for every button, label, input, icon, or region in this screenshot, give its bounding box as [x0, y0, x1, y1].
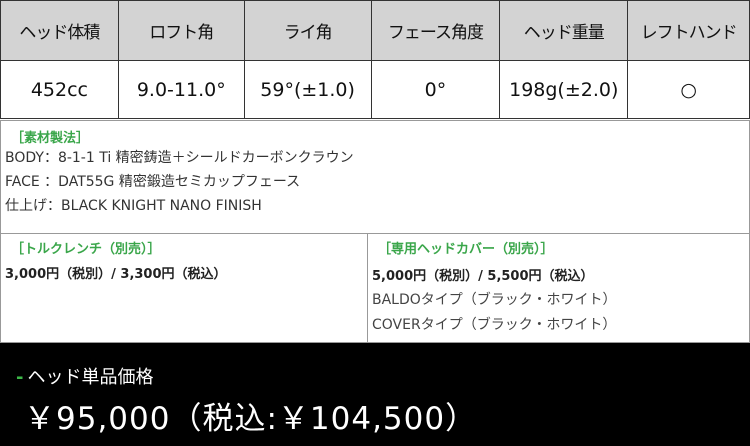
head-cover-type-baldo: BALDOタイプ（ブラック・ホワイト） — [372, 292, 617, 308]
spec-value-row: 452cc 9.0-11.0° 59°(±1.0) 0° 198g(±2.0) … — [0, 60, 750, 119]
torque-wrench-title: ［トルクレンチ（別売）］ — [11, 242, 161, 257]
materials-title: ［素材製法］ — [11, 131, 90, 146]
materials-face: FACE ：DAT55G 精密鍛造セミカップフェース — [5, 174, 301, 190]
head-cover-price: 5,000円（税別）/ 5,500円（税込） — [372, 269, 594, 284]
materials-finish: 仕上げ：BLACK KNIGHT NANO FINISH — [5, 198, 262, 214]
value-head-volume: 452cc — [0, 60, 119, 119]
header-left-hand: レフトハンド — [627, 0, 750, 61]
head-cover-title: ［専用ヘッドカバー（別売）］ — [378, 242, 554, 257]
price-banner: - ヘッド単品価格 ￥95,000（税込:￥104,500） — [0, 343, 750, 446]
header-lie: ライ角 — [243, 0, 372, 61]
header-head-weight: ヘッド重量 — [499, 0, 629, 61]
torque-wrench-price: 3,000円（税別）/ 3,300円（税込） — [5, 267, 227, 282]
price-value: ￥95,000（税込:￥104,500） — [24, 401, 478, 437]
header-loft: ロフト角 — [117, 0, 245, 61]
price-marker: - — [16, 367, 24, 388]
materials-body: BODY：8-1-1 Ti 精密鋳造＋シールドカーボンクラウン — [5, 150, 354, 166]
head-cover-type-cover: COVERタイプ（ブラック・ホワイト） — [372, 317, 617, 333]
price-title: - ヘッド単品価格 — [16, 363, 153, 389]
value-lie: 59°(±1.0) — [243, 60, 372, 119]
spec-table: ヘッド体積 ロフト角 ライ角 フェース角度 ヘッド重量 レフトハンド 452cc… — [0, 0, 750, 119]
materials-section: ［素材製法］ BODY：8-1-1 Ti 精密鋳造＋シールドカーボンクラウン F… — [0, 120, 750, 234]
header-face-angle: フェース角度 — [370, 0, 501, 61]
value-face-angle: 0° — [370, 60, 501, 119]
spec-header-row: ヘッド体積 ロフト角 ライ角 フェース角度 ヘッド重量 レフトハンド — [0, 0, 750, 61]
price-label: ヘッド単品価格 — [27, 367, 154, 388]
value-head-weight: 198g(±2.0) — [499, 60, 629, 119]
value-left-hand: ○ — [627, 60, 750, 119]
value-loft: 9.0-11.0° — [117, 60, 245, 119]
head-cover-section: ［専用ヘッドカバー（別売）］ 5,000円（税別）/ 5,500円（税込） BA… — [367, 233, 750, 343]
torque-wrench-section: ［トルクレンチ（別売）］ 3,000円（税別）/ 3,300円（税込） — [0, 233, 368, 343]
header-head-volume: ヘッド体積 — [0, 0, 119, 61]
